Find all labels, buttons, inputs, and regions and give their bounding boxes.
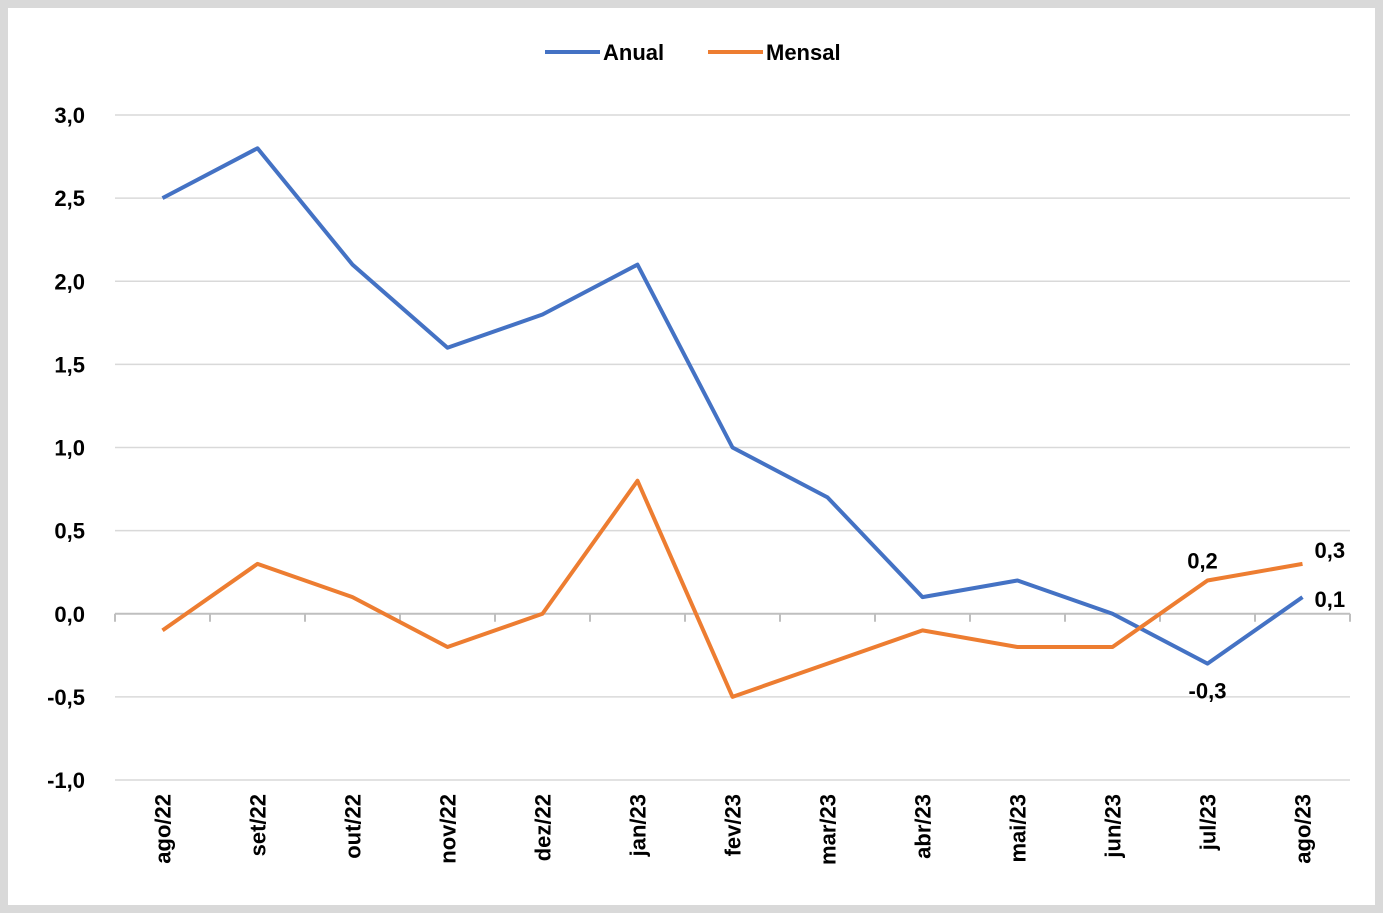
x-tick-label: nov/22	[436, 794, 461, 864]
legend-label: Mensal	[766, 40, 841, 65]
y-tick-label: 2,0	[54, 269, 85, 294]
data-label: -0,3	[1189, 679, 1227, 704]
y-tick-label: 2,5	[54, 186, 85, 211]
x-tick-label: jun/23	[1101, 794, 1126, 859]
x-tick-label: mai/23	[1006, 794, 1031, 863]
y-tick-label: -0,5	[47, 685, 85, 710]
legend-label: Anual	[603, 40, 664, 65]
x-tick-label: fev/23	[721, 794, 746, 856]
y-tick-label: 1,5	[54, 352, 85, 377]
y-tick-label: 0,5	[54, 519, 85, 544]
y-tick-label: 3,0	[54, 103, 85, 128]
x-tick-label: jul/23	[1196, 794, 1221, 851]
data-label: 0,3	[1315, 538, 1346, 563]
y-tick-label: -1,0	[47, 768, 85, 793]
x-tick-label: ago/23	[1291, 794, 1316, 864]
data-label: 0,1	[1315, 587, 1346, 612]
x-tick-label: out/22	[341, 794, 366, 859]
x-tick-label: jan/23	[626, 794, 651, 857]
data-line	[161, 478, 1303, 699]
x-tick-label: abr/23	[911, 794, 936, 859]
x-tick-label: dez/22	[531, 794, 556, 861]
y-tick-label: 0,0	[54, 602, 85, 627]
data-line	[161, 146, 1304, 666]
x-tick-label: mar/23	[816, 794, 841, 865]
data-label: 0,2	[1187, 549, 1218, 574]
y-tick-label: 1,0	[54, 436, 85, 461]
x-tick-label: ago/22	[151, 794, 176, 864]
x-tick-label: set/22	[246, 794, 271, 856]
